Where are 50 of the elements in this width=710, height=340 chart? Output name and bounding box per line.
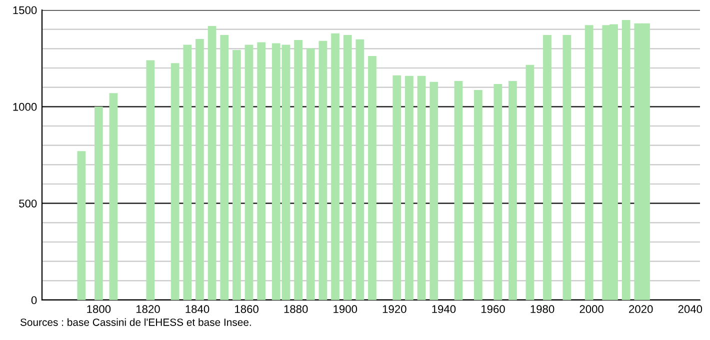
bar <box>368 56 376 300</box>
bar <box>331 33 340 300</box>
bar <box>430 82 438 300</box>
bar <box>584 25 594 300</box>
bar <box>562 34 572 300</box>
bar <box>474 90 482 300</box>
x-tick-label: 2020 <box>629 305 653 314</box>
x-tick-label: 1960 <box>481 305 505 314</box>
bar <box>232 50 241 300</box>
bar <box>170 63 180 300</box>
x-tick-label: 2040 <box>678 305 702 314</box>
x-tick-label: 1800 <box>87 305 111 314</box>
y-tick-label: 500 <box>19 200 37 208</box>
bar <box>244 44 254 300</box>
bar <box>318 40 328 300</box>
bar <box>494 84 502 300</box>
x-tick-label: 1840 <box>186 305 210 314</box>
bar <box>543 34 552 300</box>
y-tick-label: 1500 <box>13 6 37 14</box>
bar <box>508 80 517 300</box>
x-tick-label: 1880 <box>284 305 308 314</box>
bar <box>417 76 426 300</box>
source-note: Sources : base Cassini de l'EHESS et base Insee. <box>20 318 251 326</box>
y-tick-label: 0 <box>31 296 37 304</box>
bar <box>220 34 229 300</box>
x-tick-label: 1860 <box>235 305 258 314</box>
x-tick-label: 1940 <box>432 305 456 314</box>
bar <box>306 48 315 300</box>
bar <box>454 80 463 300</box>
bar <box>77 151 86 300</box>
bar <box>146 60 155 300</box>
bar <box>196 39 204 300</box>
bar <box>343 34 352 300</box>
x-tick-label: 2000 <box>580 305 604 314</box>
bar <box>257 42 266 300</box>
bar <box>208 26 216 300</box>
x-tick-label: 1980 <box>530 305 554 314</box>
x-tick-label: 1820 <box>136 305 160 314</box>
x-tick-label: 1920 <box>382 305 406 314</box>
bar <box>109 93 118 300</box>
bar <box>392 75 402 300</box>
bar <box>622 20 630 300</box>
bar <box>356 39 364 300</box>
bar <box>183 44 192 300</box>
y-tick-label: 1000 <box>13 102 37 111</box>
x-tick-label: 1900 <box>334 305 358 314</box>
bar <box>405 76 414 300</box>
bar <box>94 106 103 300</box>
bar <box>526 64 534 300</box>
bar <box>294 40 302 300</box>
